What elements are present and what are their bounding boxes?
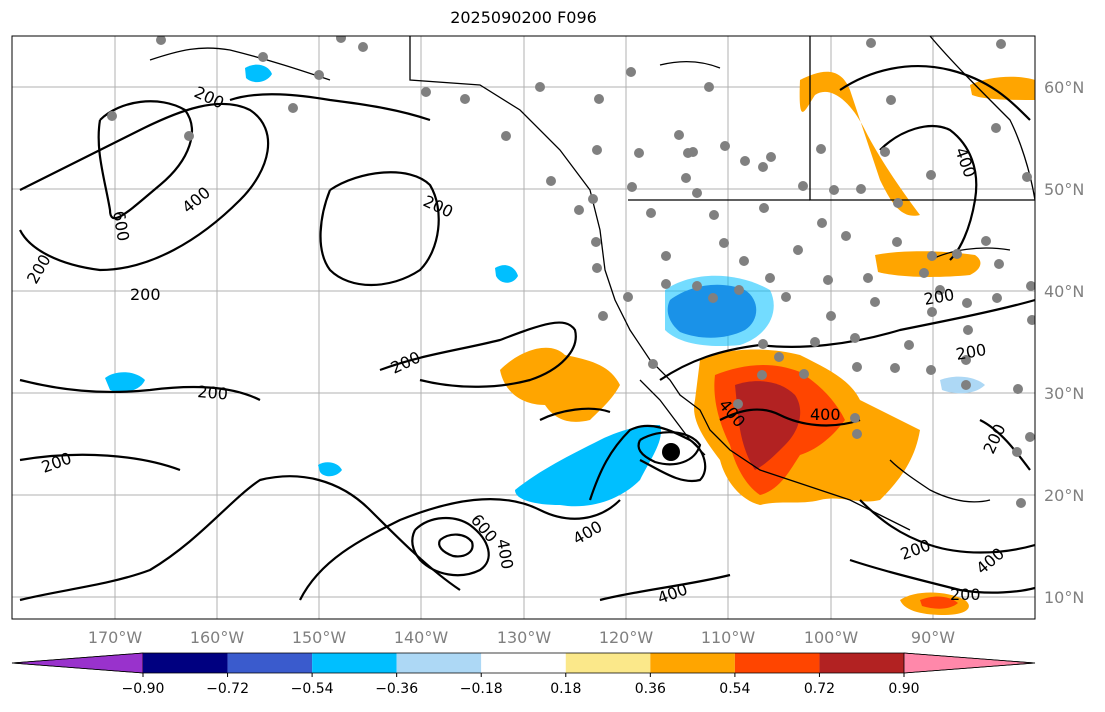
lon-label-160w: 160°W xyxy=(190,628,245,647)
colorbar-tick-label: 0.18 xyxy=(550,681,581,697)
negative-anomaly-pacific-south xyxy=(318,462,342,477)
positive-anomaly-northeast xyxy=(970,76,1035,100)
colorbar-tick-label: −0.36 xyxy=(375,681,418,697)
very-strong-positive-anomaly xyxy=(735,381,801,470)
storm-center-marker xyxy=(662,443,680,461)
contour-label: 200 xyxy=(130,285,161,304)
negative-anomaly-hawaii xyxy=(105,372,145,393)
colorbar-tick-label: 0.54 xyxy=(719,681,750,697)
negative-anomaly-great-basin-halo xyxy=(665,275,774,347)
lat-label-30n: 30°N xyxy=(1044,384,1084,403)
anomaly-fills xyxy=(105,64,1035,615)
contour-label: 200 xyxy=(197,382,229,404)
lon-label-170w: 170°W xyxy=(88,628,143,647)
lat-label-50n: 50°N xyxy=(1044,180,1084,199)
colorbar-tick-label: 0.36 xyxy=(635,681,666,697)
lon-label-90w: 90°W xyxy=(911,628,955,647)
negative-anomaly-pacific xyxy=(495,265,518,283)
colorbar-extend-high xyxy=(903,652,1036,674)
positive-anomaly-offshore xyxy=(500,347,620,422)
longitude-labels: 170°W 160°W 150°W 140°W 130°W 120°W 110°… xyxy=(88,628,955,647)
lon-label-150w: 150°W xyxy=(292,628,347,647)
station-markers xyxy=(107,36,1035,508)
colorbar-swatch xyxy=(734,653,820,673)
lon-label-120w: 120°W xyxy=(599,628,654,647)
colorbar-swatch xyxy=(312,653,397,673)
negative-anomaly-baja xyxy=(515,425,661,507)
map-frame xyxy=(11,35,1036,620)
colorbar-swatch xyxy=(565,653,651,673)
positive-anomaly-north-central xyxy=(799,71,920,216)
positive-anomaly-caribbean-core xyxy=(920,596,958,609)
height-contours xyxy=(19,64,1035,602)
colorbar-tick-label: −0.54 xyxy=(291,681,334,697)
colorbar-swatch xyxy=(143,653,228,673)
graticule xyxy=(12,36,1035,619)
lat-label-10n: 10°N xyxy=(1044,588,1084,607)
contour-label: 400 xyxy=(810,405,841,424)
map-title: 2025090200 F096 xyxy=(450,8,597,27)
colorbar-tick-label: −0.90 xyxy=(122,681,165,697)
colorbar-tick-label: −0.18 xyxy=(460,681,503,697)
colorbar-swatch xyxy=(396,653,482,673)
colorbar-swatch xyxy=(481,653,566,673)
colorbar-tick-label: 0.72 xyxy=(804,681,835,697)
coastlines xyxy=(149,36,1035,531)
lon-label-110w: 110°W xyxy=(701,628,756,647)
lat-label-60n: 60°N xyxy=(1044,78,1084,97)
lon-label-130w: 130°W xyxy=(497,628,552,647)
lon-label-140w: 140°W xyxy=(394,628,449,647)
colorbar-swatch xyxy=(227,653,313,673)
contour-label: 200 xyxy=(950,585,981,604)
colorbar-extend-low xyxy=(11,652,144,674)
colorbar-swatch xyxy=(819,653,904,673)
colorbar-tick-label: −0.72 xyxy=(206,681,249,697)
colorbar: −0.90 −0.72 −0.54 −0.36 −0.18 0.18 0.36 0.54 0.7… xyxy=(11,652,1036,697)
colorbar-swatch xyxy=(650,653,735,673)
lat-label-40n: 40°N xyxy=(1044,282,1084,301)
negative-anomaly-aleutian xyxy=(245,64,272,83)
latitude-labels: 60°N 50°N 40°N 30°N 20°N 10°N xyxy=(1044,78,1084,607)
lat-label-20n: 20°N xyxy=(1044,486,1084,505)
lon-label-100w: 100°W xyxy=(804,628,859,647)
colorbar-tick-label: 0.90 xyxy=(888,681,919,697)
